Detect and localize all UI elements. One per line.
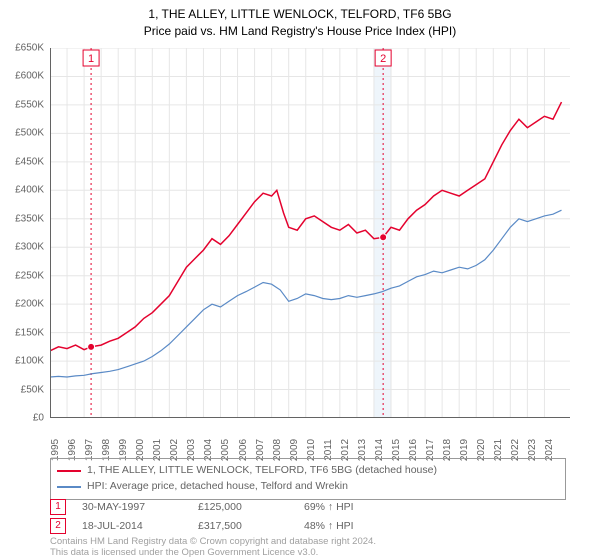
chart-svg: 12: [50, 48, 570, 418]
sales-table: 1 30-MAY-1997 £125,000 69% ↑ HPI 2 18-JU…: [50, 498, 566, 536]
y-tick-label: £350K: [15, 213, 44, 224]
title-line2: Price paid vs. HM Land Registry's House …: [0, 23, 600, 40]
y-tick-label: £250K: [15, 270, 44, 281]
chart-title: 1, THE ALLEY, LITTLE WENLOCK, TELFORD, T…: [0, 0, 600, 40]
y-tick-label: £600K: [15, 71, 44, 82]
y-tick-label: £50K: [21, 384, 44, 395]
chart-plot: 12: [50, 48, 570, 418]
sale-date: 30-MAY-1997: [82, 498, 182, 517]
sale-delta: 69% ↑ HPI: [304, 498, 354, 517]
legend-label: 1, THE ALLEY, LITTLE WENLOCK, TELFORD, T…: [87, 463, 437, 479]
legend-swatch-hpi: [57, 486, 81, 488]
title-line1: 1, THE ALLEY, LITTLE WENLOCK, TELFORD, T…: [0, 6, 600, 23]
y-tick-label: £150K: [15, 327, 44, 338]
y-tick-label: £200K: [15, 299, 44, 310]
y-axis: £0£50K£100K£150K£200K£250K£300K£350K£400…: [0, 48, 48, 418]
y-tick-label: £450K: [15, 156, 44, 167]
footer: Contains HM Land Registry data © Crown c…: [50, 536, 376, 559]
sale-row: 2 18-JUL-2014 £317,500 48% ↑ HPI: [50, 517, 566, 536]
y-tick-label: £550K: [15, 99, 44, 110]
y-tick-label: £0: [33, 413, 44, 424]
legend-label: HPI: Average price, detached house, Telf…: [87, 479, 348, 495]
sale-price: £125,000: [198, 498, 288, 517]
svg-text:1: 1: [88, 53, 94, 65]
footer-line2: This data is licensed under the Open Gov…: [50, 547, 376, 558]
y-tick-label: £300K: [15, 242, 44, 253]
x-axis: 1995199619971998199920002001200220032004…: [50, 420, 570, 454]
y-tick-label: £100K: [15, 356, 44, 367]
sale-price: £317,500: [198, 517, 288, 536]
legend-swatch-price: [57, 470, 81, 472]
sale-marker-icon: 2: [50, 518, 66, 534]
y-tick-label: £500K: [15, 128, 44, 139]
footer-line1: Contains HM Land Registry data © Crown c…: [50, 536, 376, 547]
sale-date: 18-JUL-2014: [82, 517, 182, 536]
y-tick-label: £650K: [15, 43, 44, 54]
svg-text:2: 2: [380, 53, 386, 65]
legend-item-hpi: HPI: Average price, detached house, Telf…: [57, 479, 559, 495]
sale-row: 1 30-MAY-1997 £125,000 69% ↑ HPI: [50, 498, 566, 517]
legend-item-price: 1, THE ALLEY, LITTLE WENLOCK, TELFORD, T…: [57, 463, 559, 479]
y-tick-label: £400K: [15, 185, 44, 196]
sale-marker-icon: 1: [50, 499, 66, 515]
legend: 1, THE ALLEY, LITTLE WENLOCK, TELFORD, T…: [50, 458, 566, 500]
sale-delta: 48% ↑ HPI: [304, 517, 354, 536]
